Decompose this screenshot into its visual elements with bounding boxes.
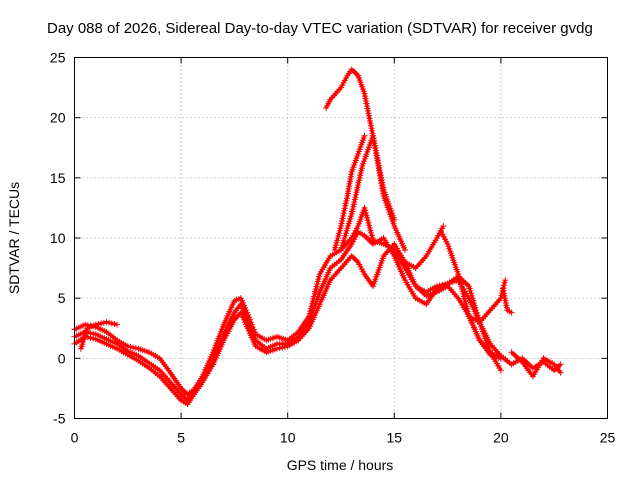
data-point: [279, 344, 286, 351]
y-tick-label: 15: [50, 170, 66, 186]
chart-title: Day 088 of 2026, Sidereal Day-to-day VTE…: [47, 20, 593, 37]
data-point: [557, 361, 564, 368]
data-point: [439, 281, 446, 288]
data-point: [274, 345, 280, 352]
data-point: [92, 321, 99, 328]
data-point: [440, 223, 447, 229]
data-point: [103, 319, 110, 326]
data-point: [132, 345, 139, 352]
data-point: [95, 321, 102, 327]
series-sat-g: [331, 132, 368, 253]
data-point: [130, 344, 137, 351]
series-sat-k: [500, 285, 515, 316]
data-point: [111, 321, 118, 327]
y-tick-label: -5: [53, 411, 66, 427]
data-point: [108, 320, 115, 327]
y-axis-label: SDTVAR / TECUs: [6, 182, 22, 294]
series-sat-f: [338, 132, 408, 253]
y-tick-label: 5: [58, 290, 66, 306]
series-sat-h: [402, 223, 447, 272]
x-tick-label: 25: [600, 430, 616, 446]
data-point: [90, 335, 97, 342]
data-point: [508, 309, 515, 316]
x-tick-label: 15: [387, 430, 403, 446]
data-point: [106, 319, 113, 326]
data-point: [276, 345, 283, 352]
data-point: [82, 321, 89, 328]
data-point: [433, 283, 440, 290]
data-point: [557, 369, 564, 376]
x-axis-label: GPS time / hours: [287, 457, 394, 473]
data-point: [501, 279, 508, 286]
data-point: [127, 343, 134, 350]
data-point: [441, 281, 448, 288]
y-tick-label: 0: [58, 350, 66, 366]
x-tick-label: 20: [493, 430, 509, 446]
series-sat-m: [508, 349, 564, 380]
data-point: [282, 343, 288, 350]
data-point: [502, 277, 509, 284]
data-point: [402, 247, 408, 253]
x-tick-label: 10: [280, 430, 296, 446]
data-point: [500, 282, 507, 289]
x-tick-label: 0: [71, 430, 79, 446]
x-tick-label: 5: [177, 430, 185, 446]
data-series: [71, 66, 564, 408]
data-point: [98, 320, 105, 327]
data-point: [497, 367, 504, 374]
data-point: [114, 321, 121, 328]
data-point: [87, 334, 94, 341]
y-tick-label: 10: [50, 230, 66, 246]
y-tick-label: 25: [50, 50, 66, 66]
data-point: [100, 319, 107, 326]
data-point: [361, 132, 368, 139]
data-point: [436, 282, 443, 289]
series-sat-d: [77, 319, 121, 352]
y-tick-label: 20: [50, 110, 66, 126]
series-sat-e: [323, 66, 398, 223]
axis-ticks: 0 5 10 15 20 25 -5 0 5 10 15 20 25: [50, 50, 616, 446]
